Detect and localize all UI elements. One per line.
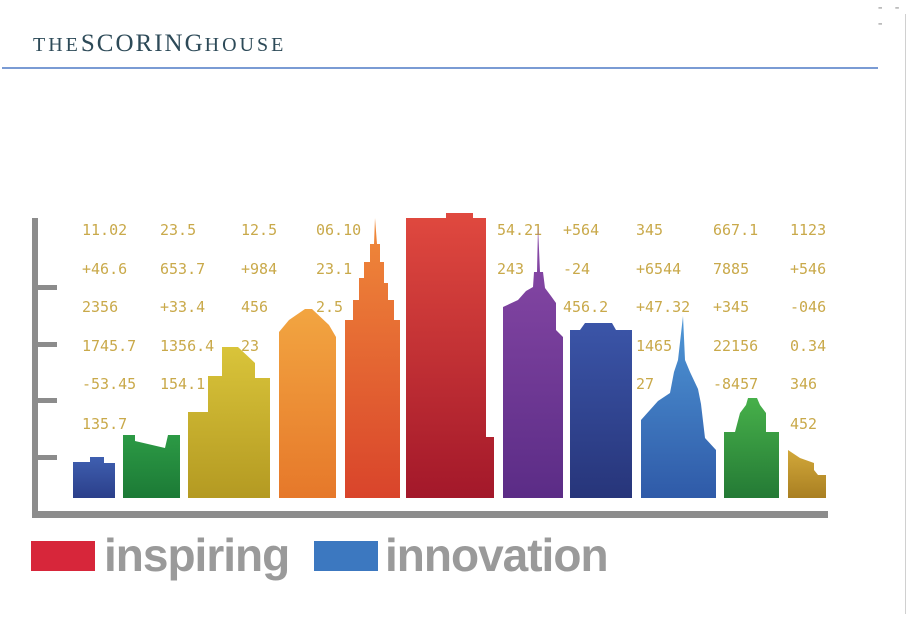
grid-number: +6544: [636, 260, 681, 278]
building-green-small: [123, 435, 180, 498]
legend-label-innovation: innovation: [385, 529, 609, 581]
grid-number: 154.1: [160, 375, 205, 393]
brand-title: THESCORINGHOUSE: [33, 30, 286, 58]
y-tick: [38, 342, 57, 347]
building-blue-small: [73, 457, 115, 498]
grid-number: 1745.7: [82, 337, 136, 355]
header-rule: [2, 67, 878, 69]
grid-number: 11.02: [82, 221, 127, 239]
legend-swatch-inspiring: [31, 541, 95, 571]
grid-number: 06.10: [316, 221, 361, 239]
grid-number: 667.1: [713, 221, 758, 239]
grid-number: 345: [636, 221, 663, 239]
building-orange-red-spire: [345, 218, 400, 498]
grid-number: 1356.4: [160, 337, 214, 355]
grid-number: 1123: [790, 221, 826, 239]
grid-number: 0.34: [790, 337, 826, 355]
grid-number: 135.7: [82, 415, 127, 433]
grid-number: 23.1: [316, 260, 352, 278]
grid-number: 346: [790, 375, 817, 393]
grid-number: +564: [563, 221, 599, 239]
y-tick: [38, 455, 57, 460]
grid-number: 27: [636, 375, 654, 393]
building-orange: [279, 309, 336, 498]
grid-number: 22156: [713, 337, 758, 355]
building-olive: [188, 347, 270, 498]
y-axis: [32, 218, 38, 518]
grid-number: 653.7: [160, 260, 205, 278]
building-navy: [570, 323, 632, 498]
building-sky-blue-spire: [641, 316, 716, 498]
brand-house: HOUSE: [204, 34, 287, 56]
grid-number: 54.21: [497, 221, 542, 239]
grid-number: 2356: [82, 298, 118, 316]
brand-scoring: SCORING: [80, 30, 205, 57]
grid-number: 2.5: [316, 298, 343, 316]
y-tick: [38, 285, 57, 290]
grid-number: +984: [241, 260, 277, 278]
grid-number: 1465: [636, 337, 672, 355]
grid-number: +33.4: [160, 298, 205, 316]
grid-number: 243: [497, 260, 524, 278]
grid-number: 452: [790, 415, 817, 433]
y-axis-ticks: [38, 285, 57, 460]
grid-number: 23.5: [160, 221, 196, 239]
legend-label-inspiring: inspiring: [104, 529, 290, 581]
grid-number: 7885: [713, 260, 749, 278]
right-edge-line: [905, 14, 906, 614]
grid-number: -046: [790, 298, 826, 316]
building-mustard: [788, 450, 826, 498]
grid-number: 23: [241, 337, 259, 355]
building-purple-spire: [503, 226, 563, 498]
legend-swatch-innovation: [314, 541, 378, 571]
y-tick: [38, 398, 57, 403]
grid-number: 456.2: [563, 298, 608, 316]
grid-number: +46.6: [82, 260, 127, 278]
grid-number: +345: [713, 298, 749, 316]
grid-number: -53.45: [82, 375, 136, 393]
grid-number: -24: [563, 260, 590, 278]
grid-number: +546: [790, 260, 826, 278]
grid-number: +47.32: [636, 298, 690, 316]
building-red-tower: [406, 213, 494, 498]
corner-mark: - - -: [876, 0, 902, 32]
grid-number: 12.5: [241, 221, 277, 239]
grid-number: -8457: [713, 375, 758, 393]
x-axis: [32, 511, 828, 518]
number-grid: 11.02 23.5 12.5 06.10 54.21 +564 345 667.1 1123 +…: [82, 221, 826, 433]
grid-number: 456: [241, 298, 268, 316]
building-green-small-right: [724, 398, 779, 498]
brand-the: THE: [33, 34, 81, 56]
